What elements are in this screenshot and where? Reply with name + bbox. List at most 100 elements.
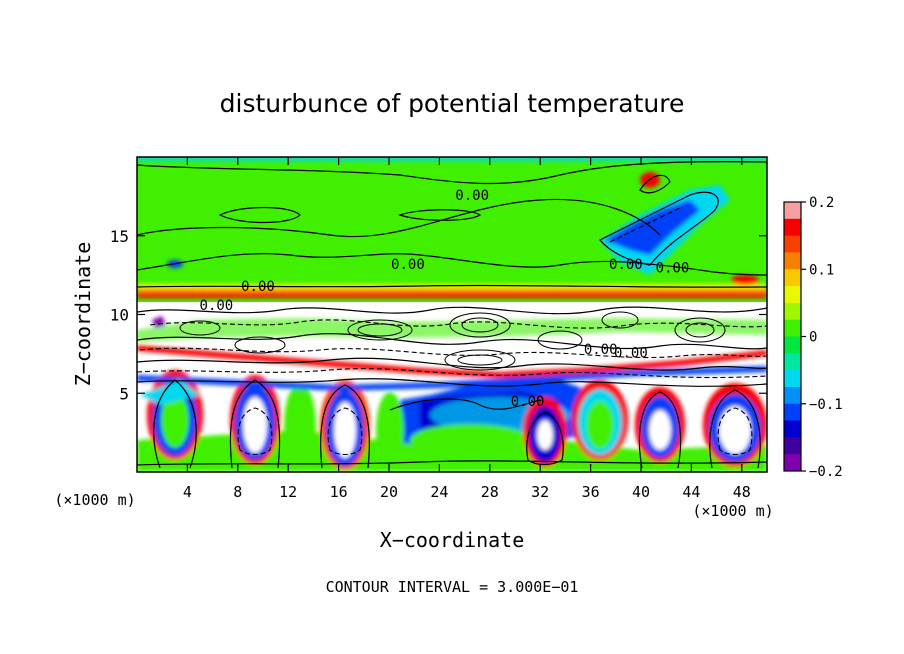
field-patch-x16-white [334, 402, 356, 458]
colorbar-swatch [784, 336, 801, 354]
contour-interval-note: CONTOUR INTERVAL = 3.000E−01 [326, 578, 579, 596]
contour-dash-low-1 [237, 407, 273, 456]
y-axis-ticks: 5 10 15 [110, 227, 767, 403]
contour-upper-right-2 [639, 174, 671, 194]
contour-cluster-8 [685, 322, 715, 338]
contour-mid-4 [137, 378, 767, 387]
contour-low-3 [320, 384, 370, 469]
x-tick-label-32: 32 [531, 483, 549, 501]
contour-low-1 [153, 379, 197, 469]
contour-dense-cluster [179, 311, 726, 371]
colorbar-swatch [784, 420, 801, 438]
field-patch-x32-white [537, 420, 553, 450]
y-tick-label-15: 15 [110, 227, 129, 246]
colorbar-swatch [784, 286, 801, 304]
contour-upper-zero-3 [218, 206, 301, 224]
contour-upper-zero-5 [137, 253, 767, 276]
x-tick-label-8: 8 [233, 483, 242, 501]
contour-label: 0.00 [200, 298, 234, 314]
y-tick-label-10: 10 [110, 306, 129, 325]
contour-dash-upper-1 [609, 207, 681, 243]
colorbar-tick-label: −0.2 [809, 464, 843, 480]
plot-area: 0.000.000.000.00 0.000.000.000.000.00 [137, 157, 767, 472]
contour-low-6 [709, 389, 761, 469]
colorbar-swatch [784, 202, 801, 220]
field-patch-x8-white [243, 397, 267, 453]
contour-mid-3 [137, 357, 767, 371]
colorbar-swatch [784, 319, 801, 337]
contour-cluster-9 [234, 336, 286, 354]
field-patch-x12-green [284, 383, 316, 467]
x-tick-label-48: 48 [733, 483, 751, 501]
contour-upper-zero-4 [398, 209, 482, 221]
contour-label: 0.00 [391, 257, 425, 273]
contour-lines [137, 161, 767, 469]
contour-low-7 [137, 460, 767, 466]
contour-low-8 [389, 398, 541, 411]
contour-low-5 [638, 391, 682, 469]
field-band-tropopause-orange [137, 288, 767, 296]
y-axis-label: Z−coordinate [71, 242, 95, 387]
x-tick-label-44: 44 [682, 483, 700, 501]
contour-labels: 0.000.000.000.00 0.000.000.000.000.00 [200, 188, 690, 410]
x-tick-label-40: 40 [632, 483, 650, 501]
contour-mid-2 [137, 333, 767, 350]
field-patch-mid-streaks-blue [137, 366, 767, 391]
colorbar-swatch [784, 218, 801, 237]
contour-low-2 [229, 379, 281, 469]
chart-title: disturbunce of potential temperature [220, 89, 685, 118]
field-patch-x36-green [586, 401, 614, 449]
contour-label: 0.00 [609, 257, 643, 273]
field-band-top-blue [137, 157, 767, 161]
colorbar-swatch [784, 235, 801, 253]
field-patch-mid-left-cyan [140, 380, 200, 405]
contour-cluster-10 [537, 330, 583, 350]
field-patch-upper-right-blue [605, 200, 700, 255]
colorbar-swatch [784, 437, 801, 455]
field-patch-x40-white [649, 410, 671, 450]
colorbar-swatch [784, 403, 801, 422]
field-band-tropopause-yellow [137, 284, 767, 289]
contour-cluster-2 [357, 323, 403, 337]
colorbar-swatch [784, 370, 801, 388]
contour-dash-low-3 [717, 407, 753, 456]
y-axis-unit-label: (×1000 m) [54, 491, 135, 509]
contour-label: 0.00 [584, 342, 618, 358]
colorbar-swatch [784, 386, 801, 405]
y-tick-label-5: 5 [119, 384, 129, 403]
contour-cluster-12 [179, 320, 221, 336]
field-band-tropopause-red [137, 293, 767, 298]
contour-label: 0.00 [614, 345, 648, 361]
x-tick-label-20: 20 [380, 483, 398, 501]
colorbar-tick-label: 0.1 [809, 262, 834, 278]
colorbar-swatch [784, 454, 801, 472]
colorbar: 0.2 0.1 0 −0.1 −0.2 [783, 195, 843, 480]
contour-cluster-3 [449, 312, 511, 338]
colorbar-tick-label: 0 [809, 330, 817, 346]
field-patch-mid-streaks-red [137, 345, 767, 378]
contour-cluster-4 [461, 317, 499, 333]
contour-dash-mid-3 [137, 368, 767, 379]
field-patch-mid-magenta [152, 316, 166, 328]
colorbar-swatch [784, 269, 801, 287]
field-patch-x20-green [376, 392, 404, 468]
x-tick-label-24: 24 [430, 483, 448, 501]
contour-upper-zero-1 [137, 161, 767, 185]
colorbar-swatch [784, 353, 801, 371]
contour-label: 0.00 [241, 279, 275, 295]
x-tick-label-12: 12 [279, 483, 297, 501]
contour-upper-zero-6 [137, 284, 767, 288]
contour-upper-zero-2 [137, 198, 661, 238]
x-tick-label-4: 4 [183, 483, 192, 501]
contour-label: 0.00 [511, 394, 545, 410]
contour-cluster-1 [347, 319, 413, 341]
contour-label: 0.00 [455, 188, 489, 204]
x-tick-label-36: 36 [582, 483, 600, 501]
contour-cluster-6 [457, 354, 503, 366]
colorbar-swatch [784, 302, 801, 321]
x-axis-unit-label: (×1000 m) [692, 502, 773, 520]
x-tick-label-16: 16 [330, 483, 348, 501]
contour-dash-low-2 [327, 407, 363, 456]
contour-cluster-5 [444, 349, 516, 371]
contour-upper-right-1 [599, 191, 719, 266]
